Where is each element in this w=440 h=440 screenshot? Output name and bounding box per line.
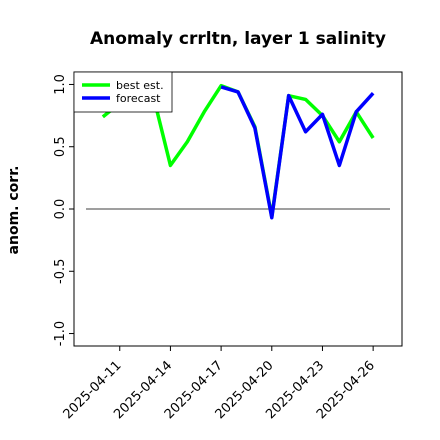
y-tick-label: -1.0 bbox=[53, 321, 68, 346]
y-axis-label: anom. corr. bbox=[6, 166, 22, 255]
legend-box bbox=[73, 71, 173, 113]
y-tick-label: 0.0 bbox=[53, 199, 68, 220]
legend-label: forecast bbox=[116, 92, 161, 105]
y-tick-label: 0.5 bbox=[53, 136, 68, 157]
legend-label: best est. bbox=[116, 79, 164, 92]
y-tick-label: 1.0 bbox=[53, 74, 68, 95]
data-line bbox=[220, 85, 375, 220]
y-tick-label: -0.5 bbox=[53, 259, 68, 284]
chart-title: Anomaly crrltn, layer 1 salinity bbox=[90, 29, 386, 49]
